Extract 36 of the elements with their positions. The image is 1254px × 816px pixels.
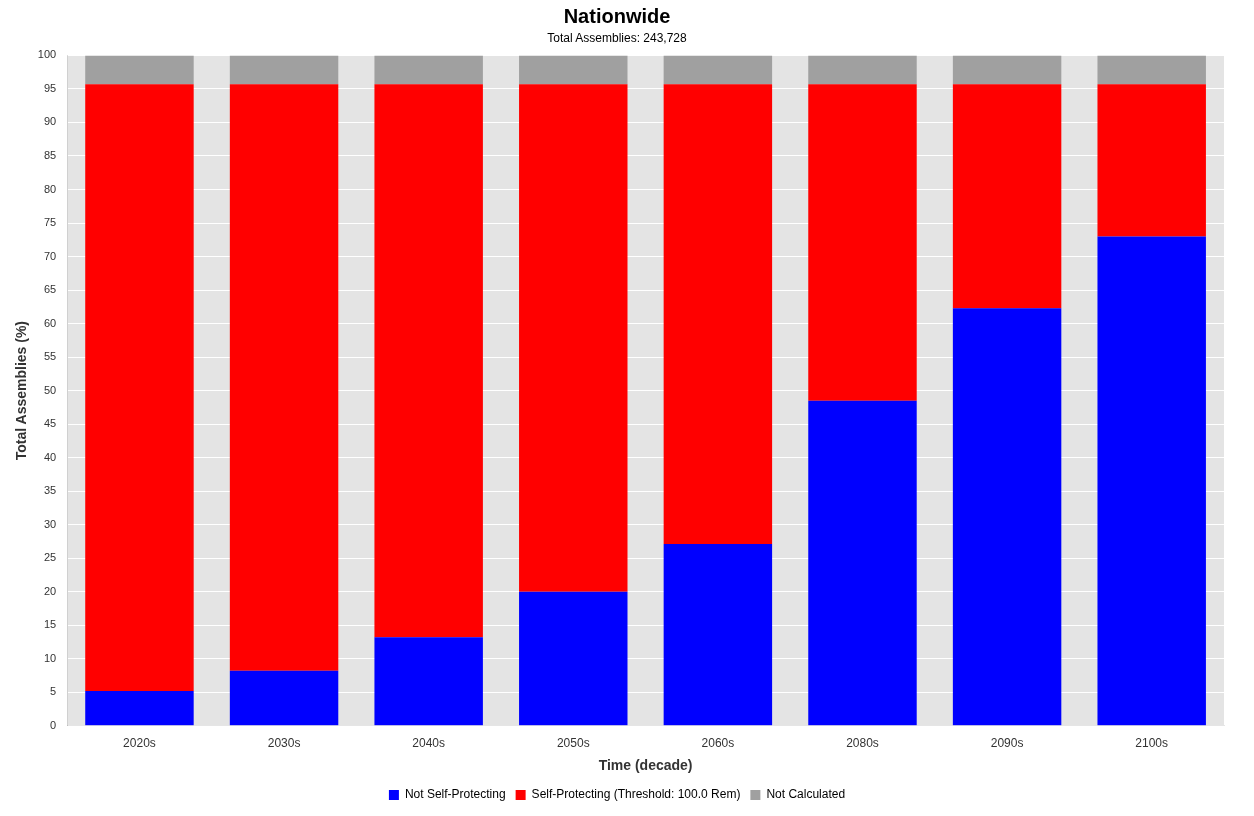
y-tick-label: 10 [43,651,57,664]
x-tick-label: 2030s [267,736,301,751]
legend-label: Not Calculated [766,787,846,802]
x-tick-label: 2060s [701,736,735,751]
y-tick-label: 15 [43,618,57,631]
legend-label: Not Self-Protecting [404,787,506,802]
y-tick-label: 0 [50,718,57,731]
y-tick-label: 40 [43,450,57,463]
y-tick-label: 70 [43,249,57,262]
x-axis-title: Time (decade) [598,757,693,774]
y-tick-label: 20 [43,584,57,597]
x-tick-label: 2020s [123,736,156,751]
y-tick-label: 55 [43,350,57,363]
x-tick-label: 2050s [556,736,590,751]
y-tick-label: 80 [43,182,57,195]
y-tick-label: 45 [43,417,57,430]
y-tick-label: 30 [43,517,57,530]
x-tick-label: 2040s [412,736,446,751]
y-tick-label: 35 [43,484,57,497]
y-tick-label: 50 [43,383,57,396]
chart-title: Nationwide [563,4,671,27]
y-tick-label: 60 [43,316,57,329]
x-tick-label: 2100s [1135,736,1169,751]
x-tick-label: 2080s [846,736,879,751]
y-tick-label: 85 [43,148,57,161]
y-tick-label: 95 [43,81,57,94]
y-tick-label: 25 [43,551,57,564]
y-tick-label: 65 [43,283,57,296]
y-tick-label: 5 [50,685,57,698]
y-tick-label: 90 [43,115,57,128]
y-tick-label: 100 [37,48,57,61]
chart-subtitle: Total Assemblies: 243,728 [547,30,688,45]
y-tick-label: 75 [43,216,57,229]
legend-label: Self-Protecting (Threshold: 100.0 Rem) [531,787,741,802]
x-tick-label: 2090s [990,736,1024,751]
y-axis-title: Total Assemblies (%) [13,320,30,461]
